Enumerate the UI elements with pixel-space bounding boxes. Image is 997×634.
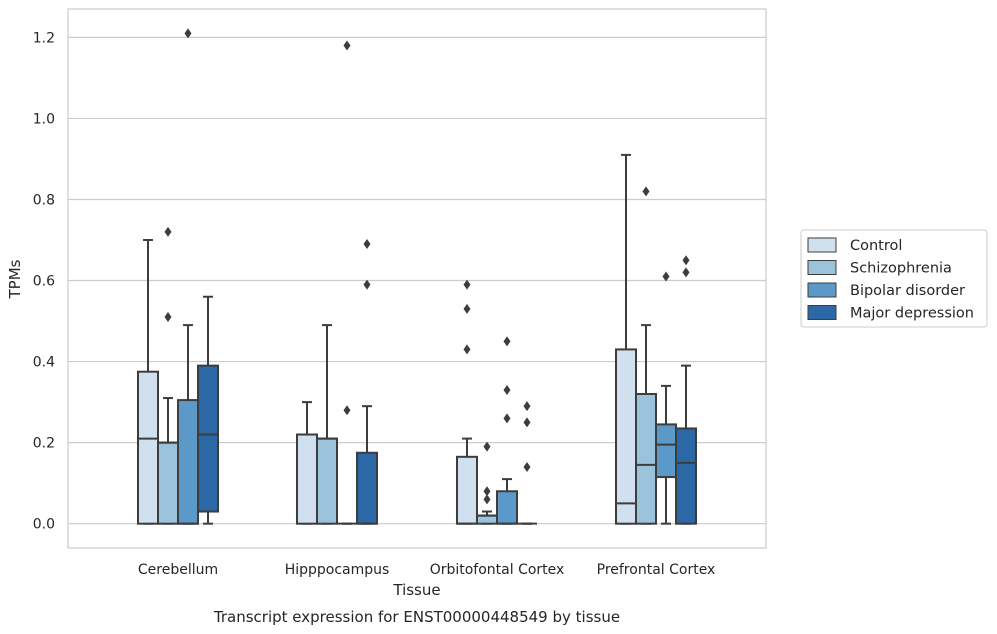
outlier-point [523,401,531,412]
outlier-point [483,441,491,452]
legend-label: Control [850,238,902,254]
y-tick-label: 0.6 [33,274,55,290]
box [137,370,159,525]
box [456,455,478,525]
x-tick-label: Hipppocampus [285,562,390,578]
legend-label: Bipolar disorder [850,283,965,299]
box [197,364,219,513]
y-tick-label: 1.0 [33,111,55,127]
outlier-point [662,271,670,282]
legend-frame [800,229,988,328]
outlier-point [503,413,511,424]
box [316,437,338,525]
outlier-point [463,344,471,355]
series-bipolar-disorder [177,28,677,525]
chart-caption: Transcript expression for ENST0000044854… [213,608,620,626]
series-schizophrenia [157,186,657,525]
series-major-depression [197,239,697,525]
legend-swatch [807,282,837,298]
legend-label: Major depression [850,306,974,322]
box [496,490,518,525]
box [296,433,318,525]
y-tick-label: 0.2 [33,436,55,452]
series-control [137,153,637,525]
outlier-point [503,384,511,395]
y-tick-label: 0.8 [33,192,55,208]
legend: Control Schizophrenia Bipolar disorder Majo… [800,229,988,328]
outlier-point [682,267,690,278]
outlier-point [164,226,172,237]
outlier-point [642,186,650,197]
x-tick-label: Cerebellum [138,562,218,578]
y-tick-label: 0.4 [33,355,55,371]
box [177,399,199,525]
outlier-point [343,40,351,51]
x-tick-label: Orbitofontal Cortex [430,562,565,578]
box [476,514,498,525]
outlier-point [184,28,192,39]
y-axis-label: TPMs [6,259,24,299]
x-tick-labels: Cerebellum Hipppocampus Orbitofontal Corte… [138,562,715,578]
y-tick-labels: 0.0 0.2 0.4 0.6 0.8 1.0 1.2 [33,30,55,532]
y-tick-label: 0.0 [33,517,55,533]
x-tick-label: Prefrontal Cortex [597,562,716,578]
outlier-point [682,255,690,266]
legend-swatch [807,305,837,320]
box [675,427,697,525]
box-series-group [137,28,697,525]
legend-swatch [807,237,837,253]
outlier-point [343,405,351,416]
outlier-point [463,279,471,290]
box [157,441,179,525]
outlier-point [503,336,511,347]
legend-swatch [807,260,837,275]
outlier-point [363,279,371,290]
legend-label: Schizophrenia [850,261,952,277]
outlier-point [463,303,471,314]
box [615,348,637,525]
x-axis-label: Tissue [392,581,440,599]
outlier-point [363,239,371,250]
box [655,423,677,479]
y-tick-label: 1.2 [33,30,55,46]
box [635,393,657,525]
outlier-point [523,461,531,472]
outlier-point [483,486,491,497]
outlier-point [483,494,491,505]
outlier-point [164,312,172,322]
outlier-point [523,417,531,428]
plot-frame [67,8,767,549]
box [356,451,378,525]
